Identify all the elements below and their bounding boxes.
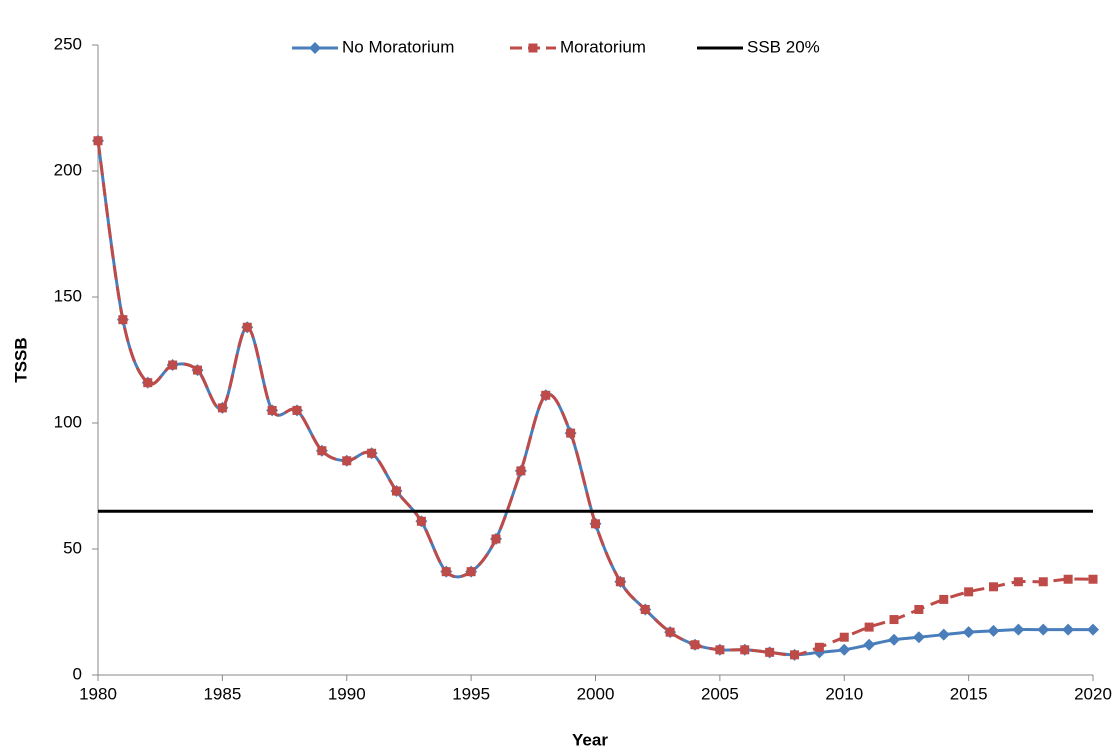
x-tick-label: 2010 — [825, 684, 863, 703]
marker — [790, 650, 799, 660]
y-tick-label: 50 — [63, 538, 82, 557]
marker — [864, 622, 874, 632]
legend-label: Moratorium — [560, 37, 646, 56]
marker — [1062, 623, 1075, 636]
marker — [317, 446, 327, 456]
marker — [566, 428, 576, 438]
marker — [309, 42, 321, 54]
y-tick-label: 200 — [54, 160, 82, 179]
y-tick-label: 250 — [54, 34, 82, 53]
y-tick-label: 100 — [54, 412, 82, 431]
x-tick-label: 1990 — [328, 684, 366, 703]
marker — [740, 645, 750, 655]
marker — [1012, 623, 1025, 636]
marker — [690, 640, 700, 650]
x-tick-label: 1980 — [79, 684, 117, 703]
marker — [541, 390, 551, 400]
marker — [665, 627, 675, 637]
marker — [912, 631, 925, 644]
marker — [814, 642, 824, 652]
marker — [765, 647, 775, 657]
x-tick-label: 2020 — [1074, 684, 1112, 703]
marker — [591, 519, 600, 529]
x-tick-label: 1995 — [452, 684, 490, 703]
marker — [416, 516, 426, 526]
marker — [342, 456, 352, 466]
marker — [914, 604, 924, 614]
marker — [242, 322, 252, 332]
x-tick-label: 2000 — [577, 684, 615, 703]
marker — [1037, 623, 1050, 636]
marker — [863, 638, 876, 651]
marker — [118, 315, 128, 325]
marker — [889, 615, 899, 625]
marker — [615, 577, 625, 587]
marker — [217, 403, 227, 413]
legend-label: No Moratorium — [342, 37, 454, 56]
marker — [987, 624, 1000, 637]
marker — [1038, 577, 1048, 587]
marker — [193, 365, 202, 375]
series-line — [96, 140, 1093, 657]
marker — [392, 486, 401, 496]
marker — [888, 633, 900, 646]
marker — [964, 587, 974, 597]
marker — [168, 360, 178, 370]
marker — [838, 643, 851, 656]
marker — [292, 405, 302, 415]
y-tick-label: 0 — [73, 664, 82, 683]
marker — [839, 632, 849, 642]
x-tick-label: 2005 — [701, 684, 739, 703]
marker — [939, 594, 949, 604]
x-axis-label: Year — [572, 730, 608, 749]
marker — [937, 628, 950, 641]
marker — [1087, 623, 1099, 636]
x-tick-label: 2015 — [950, 684, 988, 703]
marker — [491, 534, 501, 544]
y-axis-label: TSSB — [11, 337, 30, 382]
marker — [962, 626, 975, 639]
marker — [441, 567, 451, 577]
marker — [466, 567, 476, 577]
marker — [715, 645, 725, 655]
marker — [1013, 577, 1023, 587]
marker — [143, 378, 153, 388]
marker — [267, 405, 277, 415]
marker — [516, 466, 526, 476]
marker — [528, 43, 538, 53]
series-line — [96, 140, 1094, 657]
marker — [989, 582, 998, 592]
marker — [1063, 574, 1073, 584]
marker — [640, 604, 650, 614]
marker — [93, 136, 103, 146]
marker — [1088, 574, 1098, 584]
marker — [367, 448, 377, 458]
x-tick-label: 1985 — [203, 684, 241, 703]
y-tick-label: 150 — [54, 286, 82, 305]
legend-label: SSB 20% — [747, 37, 820, 56]
